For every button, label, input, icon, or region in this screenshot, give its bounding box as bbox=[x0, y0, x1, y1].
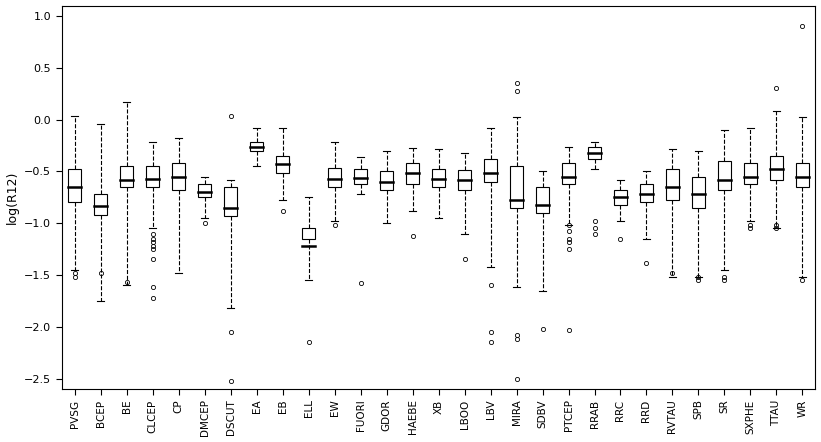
Bar bbox=[510, 166, 523, 208]
Bar bbox=[146, 166, 159, 187]
Bar bbox=[302, 229, 315, 239]
Bar bbox=[354, 169, 367, 184]
Bar bbox=[770, 156, 783, 179]
Bar bbox=[250, 142, 263, 151]
Bar bbox=[68, 169, 81, 202]
Bar bbox=[406, 163, 419, 184]
Bar bbox=[458, 170, 471, 190]
Bar bbox=[484, 159, 497, 182]
Bar bbox=[666, 169, 679, 200]
Bar bbox=[432, 169, 445, 187]
Bar bbox=[796, 163, 809, 187]
Bar bbox=[172, 163, 185, 190]
Bar bbox=[94, 194, 107, 215]
Bar bbox=[562, 163, 575, 184]
Bar bbox=[692, 176, 705, 208]
Bar bbox=[614, 190, 627, 205]
Bar bbox=[120, 166, 133, 187]
Bar bbox=[536, 187, 549, 213]
Bar bbox=[588, 146, 601, 159]
Bar bbox=[224, 187, 237, 216]
Bar bbox=[744, 163, 757, 184]
Bar bbox=[380, 171, 393, 190]
Bar bbox=[640, 184, 653, 202]
Bar bbox=[276, 156, 289, 173]
Bar bbox=[198, 184, 211, 197]
Bar bbox=[328, 168, 341, 187]
Y-axis label: log(R12): log(R12) bbox=[6, 171, 19, 224]
Bar bbox=[718, 161, 731, 190]
